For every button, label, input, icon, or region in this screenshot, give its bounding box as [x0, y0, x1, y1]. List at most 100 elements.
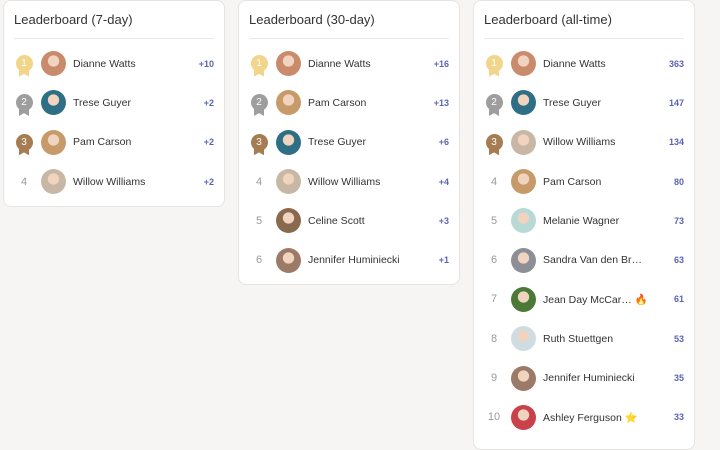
medal-icon: 3: [249, 132, 269, 156]
medal-icon: 2: [14, 93, 34, 116]
avatar[interactable]: [511, 169, 536, 195]
member-name[interactable]: Jean Day McCar… 🔥: [543, 293, 648, 306]
member-name[interactable]: Melanie Wagner: [543, 214, 620, 227]
member-name[interactable]: Ashley Ferguson ⭐: [543, 411, 638, 424]
member-name[interactable]: Willow Williams: [308, 175, 381, 188]
leaderboard-row[interactable]: 6 Jennifer Huminiecki +1: [249, 240, 449, 279]
score: +13: [433, 97, 449, 108]
avatar[interactable]: [41, 90, 66, 116]
rank-number: 10: [487, 411, 501, 424]
score: +1: [438, 255, 449, 266]
member-name[interactable]: Trese Guyer: [73, 96, 131, 109]
avatar[interactable]: [511, 51, 536, 77]
member-name[interactable]: Pam Carson: [73, 136, 132, 149]
medal-icon: 2: [249, 93, 269, 116]
avatar[interactable]: [511, 90, 536, 116]
rank-number: 3: [15, 133, 33, 151]
member-name[interactable]: Pam Carson: [543, 175, 602, 188]
rank-number: 8: [490, 332, 498, 345]
leaderboard-all-time: Leaderboard (all-time) 1 Dianne Watts 363 2…: [473, 0, 695, 450]
leaderboard-row[interactable]: 5 Celine Scott +3: [249, 201, 449, 240]
rank-number: 4: [255, 175, 263, 188]
score: 61: [673, 294, 684, 305]
leaderboard-row[interactable]: 3 Pam Carson +2: [14, 123, 214, 162]
medal-icon: 1: [249, 54, 269, 77]
member-name[interactable]: Jennifer Huminiecki: [543, 372, 635, 385]
rank-number: 7: [490, 293, 498, 306]
avatar[interactable]: [276, 90, 301, 116]
leaderboard-row[interactable]: 1 Dianne Watts 363: [484, 44, 684, 83]
rank-number: 2: [250, 94, 268, 112]
avatar[interactable]: [276, 208, 301, 234]
leaderboard-row[interactable]: 8 Ruth Stuettgen 53: [484, 319, 684, 358]
member-name[interactable]: Trese Guyer: [308, 136, 366, 149]
member-name[interactable]: Dianne Watts: [73, 57, 136, 70]
leaderboard-row[interactable]: 1 Dianne Watts +10: [14, 44, 214, 83]
card-title: Leaderboard (all-time): [484, 1, 684, 39]
rank-number: 1: [15, 55, 33, 73]
avatar[interactable]: [276, 169, 301, 195]
score: 35: [673, 373, 684, 384]
score: 134: [668, 137, 684, 148]
member-name[interactable]: Trese Guyer: [543, 96, 601, 109]
score: +2: [203, 97, 214, 108]
leaderboard-row[interactable]: 10 Ashley Ferguson ⭐ 33: [484, 398, 684, 437]
score: 33: [673, 412, 684, 423]
avatar[interactable]: [511, 404, 536, 430]
medal-icon: 3: [484, 132, 504, 156]
rank-number: 2: [15, 94, 33, 112]
avatar[interactable]: [511, 326, 536, 352]
avatar[interactable]: [276, 247, 301, 273]
leaderboard-row[interactable]: 2 Pam Carson +13: [249, 83, 449, 122]
leaderboard-30-day: Leaderboard (30-day) 1 Dianne Watts +16 2 Pa…: [238, 0, 460, 285]
member-name[interactable]: Sandra Van den Br…: [543, 254, 643, 267]
member-name[interactable]: Ruth Stuettgen: [543, 332, 614, 345]
score: +16: [433, 58, 449, 69]
medal-icon: 3: [14, 132, 34, 156]
rank-number: 9: [490, 372, 498, 385]
score: +6: [438, 137, 449, 148]
leaderboard-row[interactable]: 5 Melanie Wagner 73: [484, 201, 684, 240]
leaderboard-row[interactable]: 4 Willow Williams +4: [249, 162, 449, 201]
leaderboard-row[interactable]: 4 Willow Williams +2: [14, 162, 214, 201]
member-name[interactable]: Pam Carson: [308, 96, 367, 109]
avatar[interactable]: [276, 51, 301, 77]
score: +2: [203, 137, 214, 148]
leaderboard-row[interactable]: 4 Pam Carson 80: [484, 162, 684, 201]
score: 363: [668, 58, 684, 69]
score: +4: [438, 176, 449, 187]
leaderboard-row[interactable]: 3 Trese Guyer +6: [249, 123, 449, 162]
member-name[interactable]: Willow Williams: [73, 175, 146, 188]
score: 53: [673, 333, 684, 344]
rank-number: 3: [250, 133, 268, 151]
medal-icon: 1: [14, 54, 34, 77]
avatar[interactable]: [511, 208, 536, 234]
avatar[interactable]: [511, 365, 536, 391]
avatar[interactable]: [511, 247, 536, 273]
leaderboard-row[interactable]: 3 Willow Williams 134: [484, 123, 684, 162]
leaderboard-row[interactable]: 1 Dianne Watts +16: [249, 44, 449, 83]
leaderboard-row[interactable]: 2 Trese Guyer +2: [14, 83, 214, 122]
member-name[interactable]: Dianne Watts: [308, 57, 371, 70]
card-title: Leaderboard (30-day): [249, 1, 449, 39]
member-name[interactable]: Celine Scott: [308, 214, 365, 227]
member-name[interactable]: Jennifer Huminiecki: [308, 254, 400, 267]
medal-icon: 2: [484, 93, 504, 116]
member-name[interactable]: Willow Williams: [543, 136, 616, 149]
avatar[interactable]: [276, 129, 301, 155]
rank-number: 4: [20, 175, 28, 188]
avatar[interactable]: [511, 286, 536, 312]
avatar[interactable]: [511, 129, 536, 155]
score: +10: [198, 58, 214, 69]
score: 63: [673, 255, 684, 266]
member-name[interactable]: Dianne Watts: [543, 57, 606, 70]
avatar[interactable]: [41, 169, 66, 195]
rank-number: 6: [255, 254, 263, 267]
avatar[interactable]: [41, 51, 66, 77]
leaderboard-row[interactable]: 2 Trese Guyer 147: [484, 83, 684, 122]
leaderboard-row[interactable]: 6 Sandra Van den Br… 63: [484, 240, 684, 279]
avatar[interactable]: [41, 129, 66, 155]
score: 73: [673, 215, 684, 226]
leaderboard-row[interactable]: 7 Jean Day McCar… 🔥 61: [484, 280, 684, 319]
leaderboard-row[interactable]: 9 Jennifer Huminiecki 35: [484, 358, 684, 397]
